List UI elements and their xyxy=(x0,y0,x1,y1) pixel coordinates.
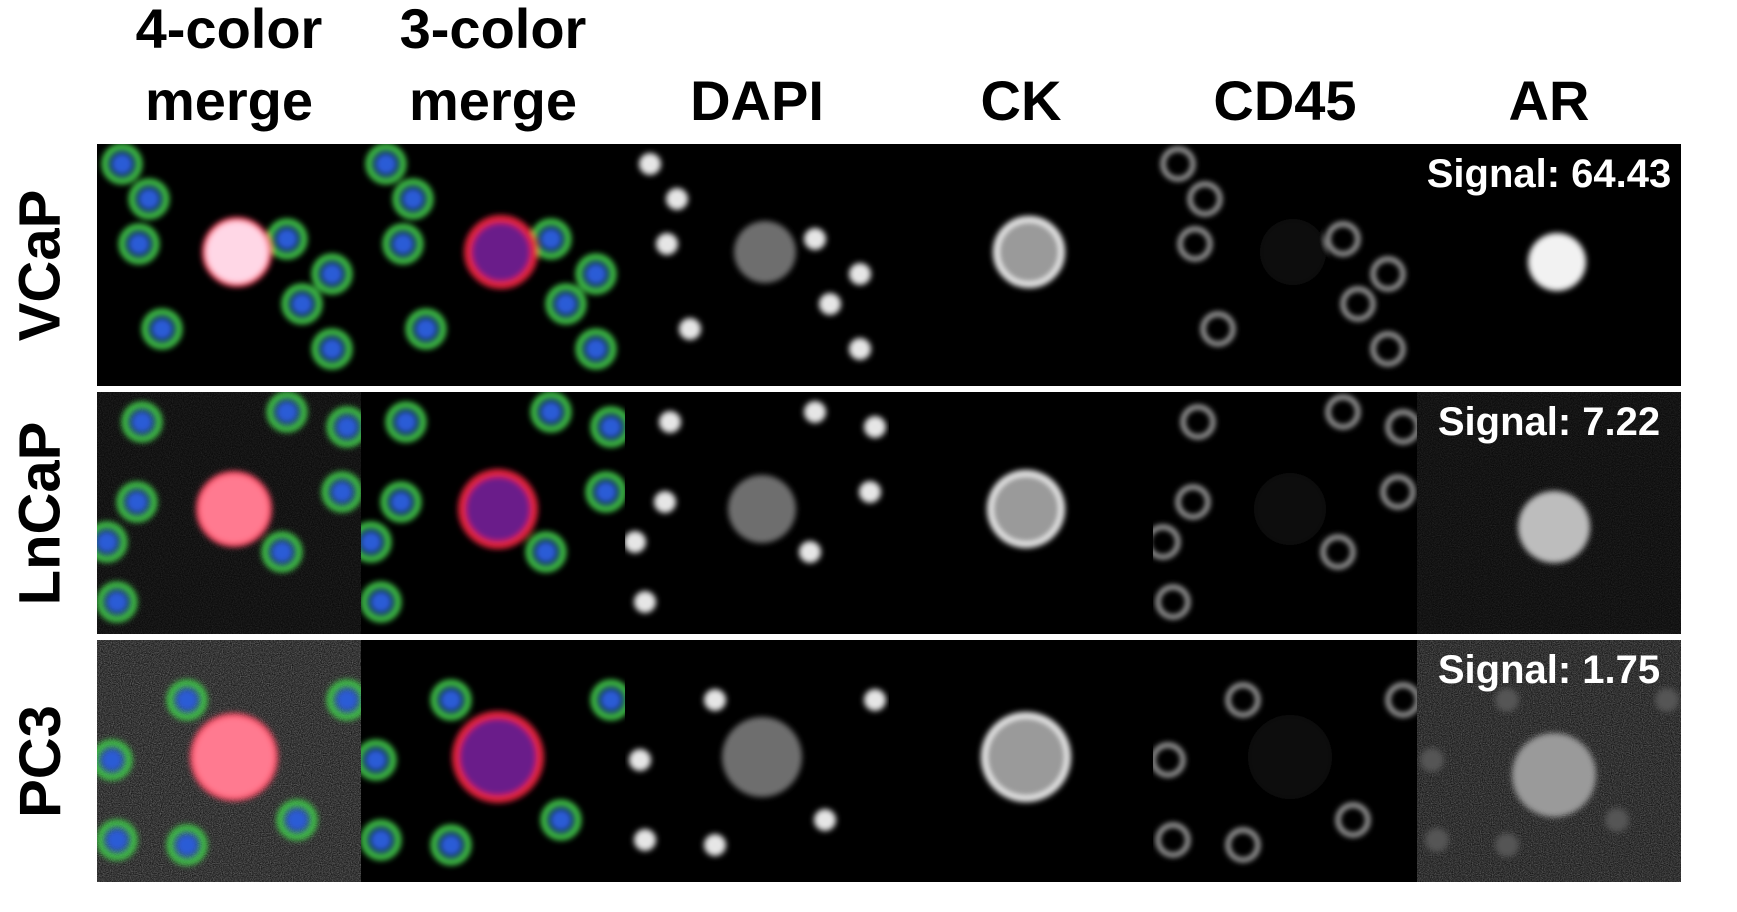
panel-pc3-3-color-merge xyxy=(361,640,625,882)
panel-lncap-3-color-merge xyxy=(361,392,625,634)
panel-pc3-ar: Signal: 1.75 xyxy=(1417,640,1681,882)
micrograph-image xyxy=(1153,640,1417,882)
panel-lncap-cd45 xyxy=(1153,392,1417,634)
row-label-vcap: VCaP xyxy=(0,144,80,386)
micrograph-image xyxy=(361,392,625,634)
micrograph-image xyxy=(361,640,625,882)
column-header-cd45: CD45 xyxy=(1213,69,1357,132)
micrograph-image xyxy=(1417,640,1681,882)
micrograph-image xyxy=(361,144,625,386)
micrograph-image xyxy=(625,640,889,882)
micrograph-image xyxy=(1417,144,1681,386)
micrograph-image xyxy=(97,640,361,882)
panel-vcap-dapi xyxy=(625,144,889,386)
panel-lncap-ck xyxy=(889,392,1153,634)
micrograph-image xyxy=(1417,392,1681,634)
row-label-vcap-text: VCaP xyxy=(7,189,73,341)
micrograph-image xyxy=(889,144,1153,386)
row-label-pc3: PC3 xyxy=(0,640,80,882)
micrograph-image xyxy=(889,640,1153,882)
micrograph-image xyxy=(625,392,889,634)
panel-pc3-4-color-merge xyxy=(97,640,361,882)
panel-vcap-ar: Signal: 64.43 xyxy=(1417,144,1681,386)
row-label-lncap-text: LnCaP xyxy=(7,421,73,605)
panel-vcap-3-color-merge xyxy=(361,144,625,386)
ar-signal-label-pc3: Signal: 1.75 xyxy=(1437,648,1661,692)
row-label-pc3-text: PC3 xyxy=(7,704,73,818)
micrograph-image xyxy=(97,392,361,634)
column-header-4-color-merge: 4-color merge xyxy=(135,0,323,132)
micrograph-image xyxy=(1153,144,1417,386)
panel-pc3-ck xyxy=(889,640,1153,882)
panel-lncap-dapi xyxy=(625,392,889,634)
panel-lncap-ar: Signal: 7.22 xyxy=(1417,392,1681,634)
micrograph-image xyxy=(889,392,1153,634)
column-header-3-color-merge: 3-color merge xyxy=(399,0,587,132)
panel-vcap-ck xyxy=(889,144,1153,386)
column-header-ck: CK xyxy=(980,69,1062,132)
panel-vcap-4-color-merge xyxy=(97,144,361,386)
ar-signal-label-vcap: Signal: 64.43 xyxy=(1426,152,1672,196)
column-header-ar: AR xyxy=(1508,69,1590,132)
ar-signal-label-lncap: Signal: 7.22 xyxy=(1437,400,1661,444)
panel-vcap-cd45 xyxy=(1153,144,1417,386)
row-label-lncap: LnCaP xyxy=(0,392,80,634)
column-header-dapi: DAPI xyxy=(690,69,824,132)
panel-pc3-cd45 xyxy=(1153,640,1417,882)
panel-pc3-dapi xyxy=(625,640,889,882)
micrograph-image xyxy=(1153,392,1417,634)
panel-lncap-4-color-merge xyxy=(97,392,361,634)
micrograph-image xyxy=(625,144,889,386)
micrograph-grid: Signal: 64.43 Signal: 7.22 Signal: 1.75 xyxy=(97,144,1681,882)
micrograph-image xyxy=(97,144,361,386)
